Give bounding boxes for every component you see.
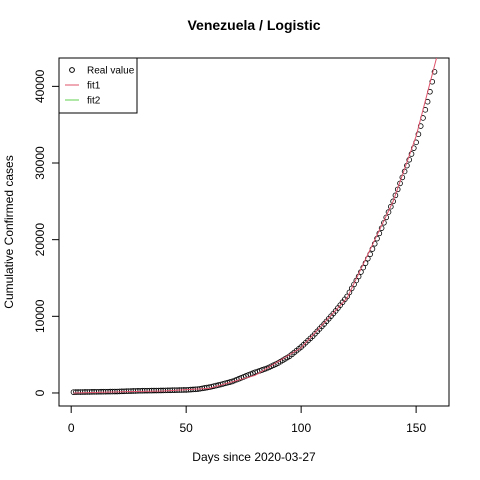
legend-label: fit2 bbox=[87, 96, 101, 107]
data-point bbox=[415, 131, 422, 137]
data-point bbox=[371, 241, 378, 247]
data-point bbox=[431, 68, 438, 75]
x-tick-label: 100 bbox=[291, 421, 311, 435]
y-tick-label: 30000 bbox=[33, 146, 47, 180]
data-point bbox=[406, 156, 413, 163]
x-tick-label: 0 bbox=[68, 421, 75, 435]
legend-label: fit1 bbox=[87, 81, 101, 92]
y-tick-label: 0 bbox=[33, 389, 47, 396]
plot-area bbox=[70, 58, 438, 395]
data-point bbox=[362, 260, 369, 266]
legend-swatch bbox=[69, 67, 75, 73]
x-axis-label: Days since 2020-03-27 bbox=[192, 450, 316, 464]
data-point bbox=[390, 198, 396, 205]
y-axis-label: Cumulative Confirmed cases bbox=[2, 155, 16, 308]
y-tick-label: 40000 bbox=[33, 69, 47, 103]
chart-title: Venezuela / Logistic bbox=[187, 17, 320, 33]
legend-label: Real value bbox=[87, 66, 135, 77]
data-point bbox=[408, 151, 415, 157]
data-point bbox=[261, 366, 268, 373]
data-point bbox=[388, 203, 394, 210]
x-tick-label: 150 bbox=[406, 421, 426, 435]
y-tick-label: 20000 bbox=[33, 223, 47, 257]
fit-line bbox=[73, 58, 438, 394]
x-tick-label: 50 bbox=[179, 421, 193, 435]
data-point bbox=[392, 192, 399, 199]
data-point bbox=[385, 209, 392, 215]
y-tick-label: 10000 bbox=[33, 299, 47, 333]
